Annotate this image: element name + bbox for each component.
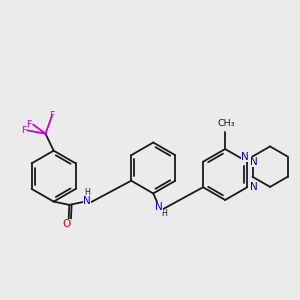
Text: H: H xyxy=(84,188,90,197)
Text: F: F xyxy=(26,120,32,129)
Text: N: N xyxy=(250,157,258,167)
Text: H: H xyxy=(161,209,167,218)
Text: CH₃: CH₃ xyxy=(218,119,235,128)
Text: F: F xyxy=(21,126,26,135)
Text: N: N xyxy=(83,196,91,206)
Text: N: N xyxy=(155,202,163,212)
Text: O: O xyxy=(63,219,71,229)
Text: F: F xyxy=(49,111,55,120)
Text: N: N xyxy=(242,152,249,161)
Text: N: N xyxy=(250,182,258,192)
